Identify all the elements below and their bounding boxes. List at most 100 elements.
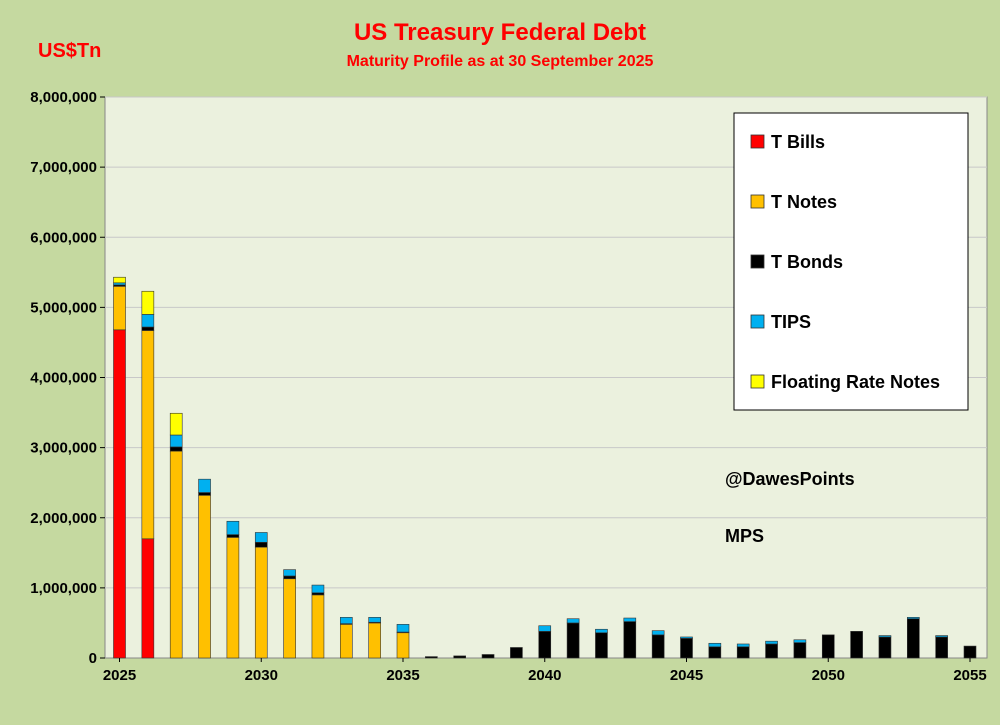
y-tick-label: 6,000,000: [30, 229, 97, 246]
bar-segment-2050-t-bonds: [821, 634, 835, 659]
bar-segment-2044-t-bonds: [651, 634, 665, 659]
bar-segment-2054-tips: [935, 635, 948, 638]
bar-segment-2041-tips: [566, 618, 580, 624]
bar-segment-2036-t-bonds: [425, 656, 438, 659]
bar-segment-2055-t-bonds: [963, 645, 977, 659]
legend-swatch: [750, 194, 765, 209]
chart-subtitle: Maturity Profile as at 30 September 2025: [347, 53, 654, 70]
bar-segment-2037-t-bonds: [453, 655, 467, 659]
y-axis-unit-label: US$Tn: [38, 40, 101, 62]
bar-segment-2047-t-bonds: [736, 646, 750, 659]
legend-box: [733, 112, 969, 411]
bar-segment-2030-t-notes: [254, 546, 268, 659]
legend: T Bills T Notes T Bonds TIPS Floating Rate N…: [750, 132, 940, 392]
bar-segment-2027-t-notes: [169, 450, 183, 659]
bar-segment-2053-t-bonds: [906, 618, 920, 659]
y-tick-label: 3,000,000: [30, 440, 97, 457]
bar-segment-2035-tips: [396, 624, 410, 633]
bar-segment-2025-t-bills: [113, 329, 126, 659]
bar-segment-2026-tips: [141, 314, 155, 328]
y-tick-label: 2,000,000: [30, 510, 97, 527]
bar-segment-2046-tips: [708, 642, 722, 648]
bar-segment-2027-tips: [169, 434, 183, 448]
legend-label: TIPS: [771, 312, 811, 332]
bar-segment-2040-tips: [538, 625, 552, 632]
legend-label: T Notes: [771, 192, 837, 212]
bar-segment-2033-tips: [339, 617, 353, 624]
author-initials: MPS: [725, 526, 764, 546]
bar-segment-2027-t-bonds: [169, 446, 183, 452]
bar-segment-2026-t-notes: [141, 330, 155, 540]
x-tick-label: 2055: [953, 667, 986, 684]
y-tick-label: 0: [89, 650, 97, 667]
legend-swatch: [750, 314, 765, 329]
bar-segment-2040-t-bonds: [538, 631, 552, 659]
y-tick-label: 1,000,000: [30, 580, 97, 597]
bar-segment-2049-tips: [793, 639, 807, 643]
bar-segment-2046-t-bonds: [708, 646, 722, 659]
bar-segment-2029-tips: [226, 520, 240, 535]
x-tick-label: 2030: [245, 667, 278, 684]
bar-segment-2026-t-bonds: [141, 326, 155, 331]
bar-segment-2038-t-bonds: [481, 654, 495, 659]
bar-segment-2034-t-notes: [368, 622, 381, 659]
bar-segment-2026-t-bills: [141, 538, 155, 659]
x-tick-label: 2040: [528, 667, 561, 684]
legend-label: T Bonds: [771, 252, 843, 272]
bar-segment-2045-t-bonds: [680, 638, 693, 659]
bar-segment-2033-t-notes: [339, 624, 353, 659]
x-tick-label: 2035: [386, 667, 419, 684]
legend-label: Floating Rate Notes: [771, 372, 940, 392]
bar-segment-2041-t-bonds: [566, 622, 580, 659]
bar-segment-2026-floating-rate-notes: [141, 290, 155, 315]
y-tick-label: 8,000,000: [30, 89, 97, 106]
bar-segment-2032-t-notes: [311, 594, 325, 659]
bar-segment-2048-t-bonds: [765, 643, 778, 659]
bar-segment-2043-tips: [623, 617, 637, 622]
y-tick-label: 4,000,000: [30, 370, 97, 387]
bar-segment-2045-tips: [680, 636, 693, 639]
y-axis-ticks: 0 1,000,000 2,000,000 3,000,000 4,000,000 5,0…: [30, 89, 105, 667]
bar-segment-2025-floating-rate-notes: [113, 276, 126, 284]
x-axis-ticks: 2025 2030 2035 2040 2045 2050 2055: [103, 658, 987, 684]
bar-segment-2039-t-bonds: [510, 647, 523, 659]
bar-segment-2042-t-bonds: [595, 632, 608, 659]
bar-segment-2035-t-notes: [396, 632, 410, 659]
bar-segment-2029-t-notes: [226, 537, 240, 659]
bar-segment-2032-t-bonds: [311, 592, 325, 596]
bar-segment-2031-t-notes: [283, 578, 296, 659]
bar-series: [113, 276, 977, 659]
bar-segment-2047-tips: [736, 643, 750, 648]
x-tick-label: 2025: [103, 667, 136, 684]
bar-segment-2052-t-bonds: [878, 636, 892, 659]
bar-segment-2028-tips: [198, 478, 211, 493]
bar-segment-2043-t-bonds: [623, 621, 637, 659]
bar-segment-2029-t-bonds: [226, 534, 240, 538]
bar-segment-2030-t-bonds: [254, 541, 268, 548]
bar-segment-2030-tips: [254, 532, 268, 543]
legend-swatch: [750, 254, 765, 269]
x-tick-label: 2045: [670, 667, 703, 684]
bar-segment-2028-t-notes: [198, 495, 211, 659]
bar-segment-2032-tips: [311, 584, 325, 594]
bar-segment-2052-tips: [878, 635, 892, 638]
bar-segment-2053-tips: [906, 617, 920, 620]
bar-segment-2034-tips: [368, 617, 381, 623]
bar-segment-2042-tips: [595, 628, 608, 634]
bar-segment-2028-t-bonds: [198, 492, 211, 496]
bar-segment-2044-tips: [651, 630, 665, 636]
y-tick-label: 7,000,000: [30, 159, 97, 176]
author-handle: @DawesPoints: [725, 469, 855, 489]
legend-swatch: [750, 134, 765, 149]
bar-segment-2027-floating-rate-notes: [169, 412, 183, 436]
bar-segment-2025-tips: [113, 282, 126, 286]
bar-segment-2025-t-notes: [113, 286, 126, 331]
bar-segment-2054-t-bonds: [935, 636, 948, 659]
x-tick-label: 2050: [812, 667, 845, 684]
bar-segment-2031-tips: [283, 569, 296, 577]
bar-segment-2031-t-bonds: [283, 575, 296, 580]
bar-segment-2051-t-bonds: [850, 631, 863, 659]
y-tick-label: 5,000,000: [30, 299, 97, 316]
bar-segment-2048-tips: [765, 640, 778, 645]
